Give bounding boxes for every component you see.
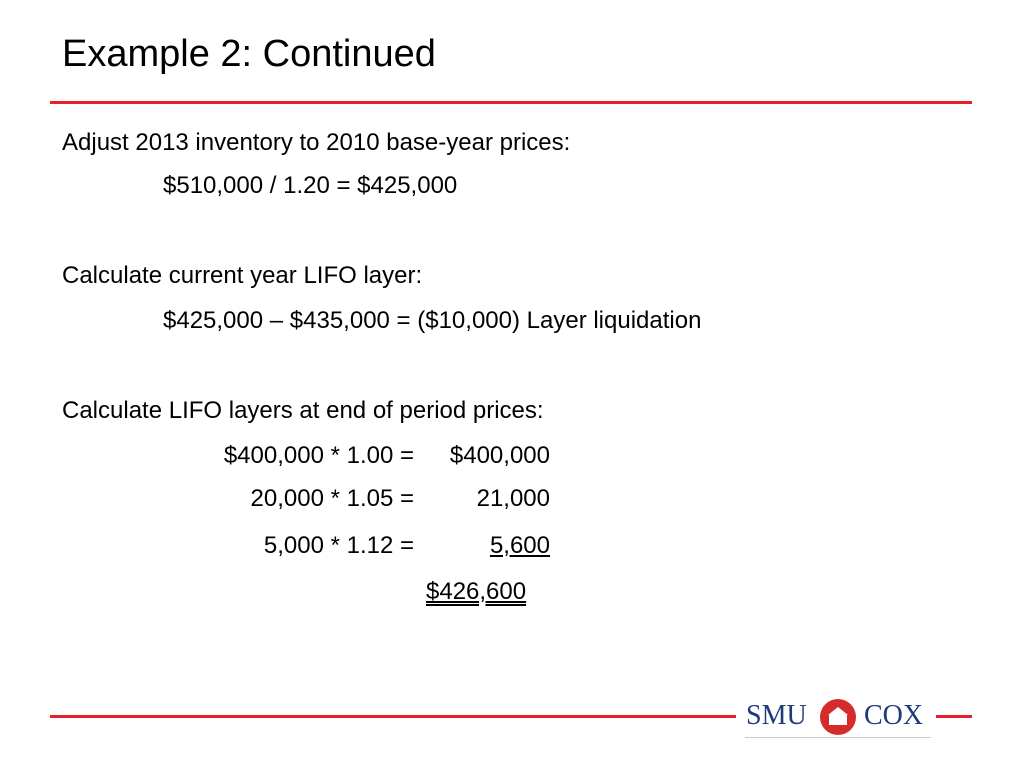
top-rule: [50, 101, 972, 104]
calc-total: $426,600: [426, 578, 527, 605]
calc-expr: 20,000 * 1.05 =: [250, 485, 414, 512]
section-heading: Calculate current year LIFO layer:: [62, 262, 423, 289]
calc-amount: $400,000: [449, 442, 550, 469]
logo-right: COX: [864, 700, 924, 731]
section-heading: Adjust 2013 inventory to 2010 base-year …: [62, 129, 571, 156]
logo-seal: [820, 699, 856, 735]
calc-expr: $400,000 * 1.00 =: [223, 442, 414, 469]
bottom-rule: [50, 715, 736, 718]
calc-line: $510,000 / 1.20 = $425,000: [163, 172, 458, 199]
bottom-rule: [936, 715, 972, 718]
calc-amount: 5,600: [489, 532, 550, 559]
logo-underline: [745, 737, 931, 738]
logo-left: SMU: [746, 700, 807, 731]
slide-title: Example 2: Continued: [62, 33, 436, 75]
calc-amount: 21,000: [476, 485, 550, 512]
section-heading: Calculate LIFO layers at end of period p…: [62, 397, 544, 424]
calc-expr: 5,000 * 1.12 =: [263, 532, 414, 559]
calc-line: $425,000 – $435,000 = ($10,000) Layer li…: [163, 307, 702, 334]
